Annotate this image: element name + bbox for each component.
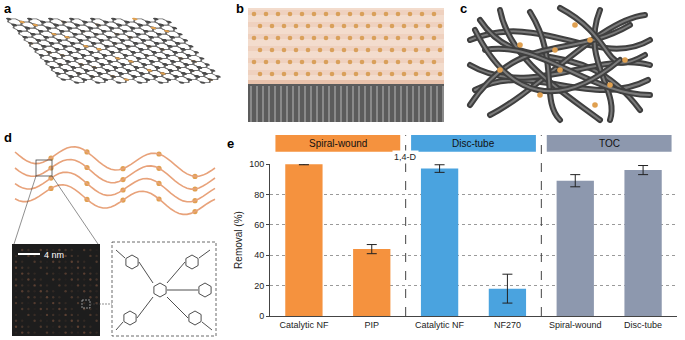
svg-text:e: e	[227, 136, 234, 151]
svg-text:Spiral-wound: Spiral-wound	[549, 320, 602, 330]
svg-text:60: 60	[254, 220, 264, 230]
svg-text:100: 100	[249, 159, 264, 169]
svg-text:Catalytic NF: Catalytic NF	[279, 320, 329, 330]
svg-text:b: b	[236, 1, 244, 16]
svg-text:4 nm: 4 nm	[44, 250, 64, 260]
svg-text:80: 80	[254, 190, 264, 200]
svg-text:d: d	[4, 130, 12, 145]
svg-text:1,4-D: 1,4-D	[394, 152, 417, 162]
svg-text:Disc-tube: Disc-tube	[452, 138, 495, 149]
svg-text:TOC: TOC	[599, 138, 620, 149]
svg-text:Spiral-wound: Spiral-wound	[309, 138, 367, 149]
svg-text:c: c	[460, 1, 467, 16]
svg-text:20: 20	[254, 281, 264, 291]
svg-text:Catalytic NF: Catalytic NF	[415, 320, 465, 330]
svg-text:40: 40	[254, 250, 264, 260]
svg-text:NF270: NF270	[494, 320, 521, 330]
svg-text:0: 0	[259, 311, 264, 321]
svg-text:a: a	[4, 1, 12, 16]
svg-text:PIP: PIP	[364, 320, 379, 330]
svg-text:Disc-tube: Disc-tube	[624, 320, 662, 330]
svg-text:Removal (%): Removal (%)	[233, 211, 244, 269]
